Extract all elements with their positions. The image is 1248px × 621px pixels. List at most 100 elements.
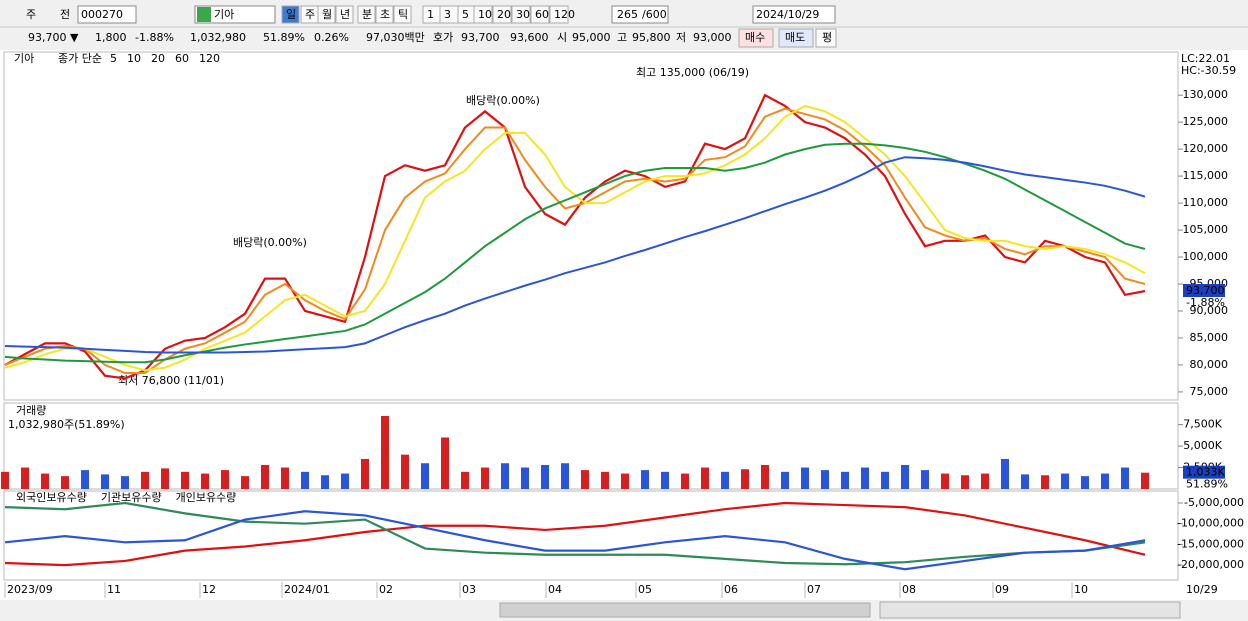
period-button[interactable] — [473, 5, 493, 24]
period-button[interactable] — [549, 5, 569, 24]
annotation-low: 최저 76,800 (11/01) — [118, 374, 224, 387]
y-tick-label: -10,000,000 — [1177, 517, 1244, 530]
price-frame — [3, 51, 1179, 401]
info-text: 0.26% — [314, 31, 349, 44]
volume-bar — [1121, 467, 1129, 489]
y-tick-label: 90,000 — [1190, 304, 1229, 317]
volume-bar — [241, 476, 249, 489]
toolbar-text: 초 — [380, 8, 390, 21]
date-input[interactable] — [752, 5, 836, 24]
toolbar-text: 년 — [340, 8, 350, 21]
volume-bar — [1021, 474, 1029, 489]
name-icon — [197, 7, 211, 22]
y-tick-label: 75,000 — [1190, 385, 1229, 398]
volume-bar — [601, 471, 609, 489]
volume-bar — [841, 471, 849, 489]
holdings-line — [4, 501, 1146, 567]
y-tick-label: 125,000 — [1183, 115, 1229, 128]
last-volume-ratio: 51.89% — [1186, 478, 1228, 491]
volume-bar — [281, 467, 289, 489]
toolbar-text: 000270 — [81, 8, 123, 21]
volume-bar — [481, 467, 489, 489]
order-button[interactable] — [738, 28, 774, 48]
toolbar-text: 1 — [427, 8, 434, 21]
period-button[interactable] — [492, 5, 512, 24]
info-text: 93,000 — [693, 31, 732, 44]
legend-item: 외국인보유수량 — [16, 491, 87, 504]
scroll-controls[interactable] — [879, 601, 1181, 619]
volume-bar — [121, 476, 129, 489]
volume-bar — [641, 470, 649, 489]
volume-bar — [681, 473, 689, 489]
date-label: 2023/09 — [7, 583, 53, 596]
period-button[interactable] — [357, 5, 376, 24]
toolbar-text: 틱 — [398, 8, 408, 21]
volume-bar — [581, 470, 589, 489]
volume-bar — [981, 473, 989, 489]
legend-item: 20 — [151, 52, 165, 65]
date-label: 05 — [638, 583, 652, 596]
volume-bar — [361, 458, 369, 489]
info-text: 시 — [557, 31, 567, 44]
volume-bar — [101, 474, 109, 489]
toolbar-text: 265 — [617, 8, 638, 21]
toolbar-text: 월 — [322, 8, 332, 21]
ma-line — [4, 107, 1146, 375]
scroll-thumb[interactable] — [499, 602, 871, 618]
info-text: 93,700 — [461, 31, 500, 44]
volume-bar — [501, 463, 509, 489]
info-text: 1,032,980 — [190, 31, 246, 44]
order-button[interactable] — [815, 28, 837, 48]
y-tick-label: 85,000 — [1190, 331, 1229, 344]
info-text: 평 — [822, 31, 832, 44]
volume-bar — [21, 467, 29, 489]
volume-bar — [1081, 476, 1089, 489]
holdings-frame — [3, 490, 1179, 581]
count-input[interactable] — [611, 5, 669, 24]
last-price-box — [1183, 284, 1225, 298]
y-tick-label: 7,500K — [1183, 418, 1222, 431]
date-label: 02 — [379, 583, 393, 596]
date-label: 08 — [902, 583, 916, 596]
y-tick-label: 120,000 — [1183, 142, 1229, 155]
toolbar-text: 30 — [516, 8, 530, 21]
period-button[interactable] — [281, 5, 300, 24]
last-volume-box — [1183, 465, 1225, 479]
toolbar-text: /600 — [642, 8, 667, 21]
last-change: -1.88% — [1186, 296, 1225, 309]
date-label: 06 — [724, 583, 738, 596]
volume-bar — [881, 471, 889, 489]
volume-bar — [421, 463, 429, 489]
y-tick-label: 100,000 — [1183, 250, 1229, 263]
info-text: 매도 — [785, 31, 805, 44]
toolbar-text: 20 — [497, 8, 511, 21]
period-button[interactable] — [511, 5, 531, 24]
order-button[interactable] — [778, 28, 814, 48]
holdings-line — [4, 510, 1146, 571]
volume-bar — [301, 471, 309, 489]
info-text: 93,700 ▼ — [28, 31, 79, 44]
y-tick-label: 105,000 — [1183, 223, 1229, 236]
period-button[interactable] — [375, 5, 394, 24]
info-text: 매수 — [745, 31, 765, 44]
volume-bar — [621, 473, 629, 489]
name-input[interactable] — [194, 5, 276, 24]
volume-bar — [541, 464, 549, 489]
volume-bar — [1, 471, 9, 489]
volume-bar — [401, 454, 409, 489]
info-text: 97,030백만 — [366, 31, 425, 44]
legend-title: 종가 단순 — [58, 52, 102, 65]
period-button[interactable] — [393, 5, 412, 24]
y-tick-label: 80,000 — [1190, 358, 1229, 371]
volume-bar — [701, 467, 709, 489]
legend-item: 기관보유수량 — [101, 491, 162, 504]
toolbar-text: 5 — [462, 8, 469, 21]
info-text: 고 — [617, 31, 627, 44]
legend-item: 개인보유수량 — [176, 491, 237, 504]
code-input[interactable] — [77, 5, 137, 24]
period-button[interactable] — [530, 5, 550, 24]
period-button[interactable] — [317, 5, 336, 24]
period-button[interactable] — [335, 5, 354, 24]
volume-bar — [961, 475, 969, 489]
legend-item: 5 — [110, 52, 117, 65]
